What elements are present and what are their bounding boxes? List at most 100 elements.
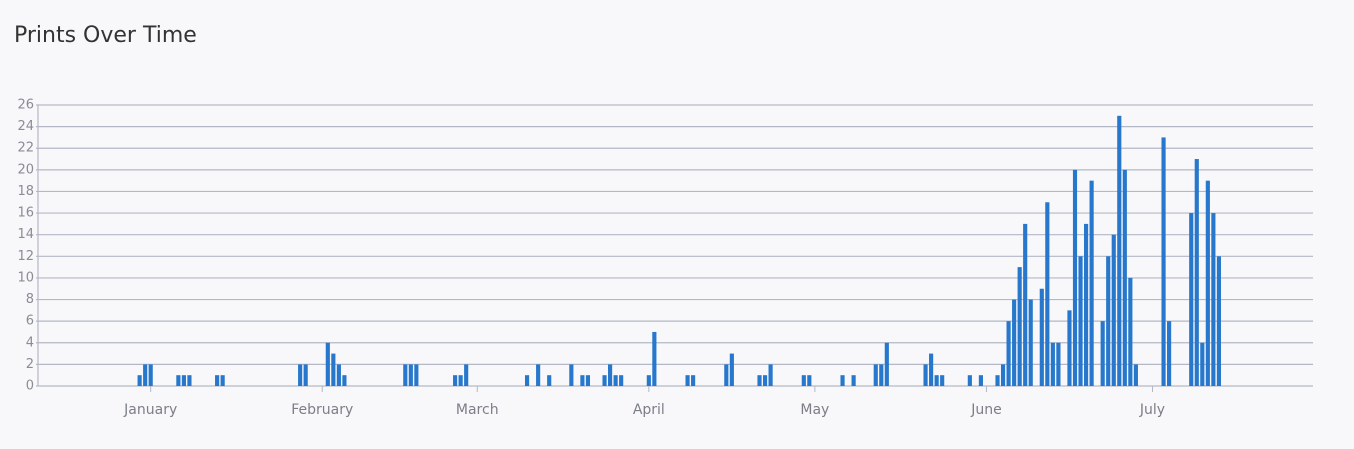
y-tick-label: 16: [17, 206, 34, 221]
bar: [1023, 223, 1028, 386]
bar: [176, 375, 181, 386]
bar: [934, 375, 939, 386]
bar: [1205, 180, 1210, 386]
x-tick-label: May: [800, 402, 829, 418]
bar: [729, 353, 734, 386]
bar: [967, 375, 972, 386]
bar: [1117, 115, 1122, 387]
bar: [602, 375, 607, 386]
bar: [1122, 169, 1127, 386]
bar: [1083, 223, 1089, 386]
bar: [1161, 137, 1166, 386]
bar: [619, 375, 624, 386]
y-tick-label: 2: [26, 357, 34, 372]
bar: [1039, 288, 1044, 386]
bar: [569, 364, 574, 386]
y-tick-label: 12: [17, 249, 34, 264]
bar: [1100, 321, 1105, 386]
x-tick-label: July: [1139, 402, 1165, 418]
bar: [403, 364, 408, 386]
bar: [1189, 213, 1194, 386]
bar: [580, 375, 585, 386]
bar: [1028, 299, 1033, 386]
bar: [768, 364, 773, 386]
bar: [524, 375, 530, 386]
y-tick-label: 20: [17, 162, 34, 177]
y-tick-label: 8: [26, 292, 34, 307]
bar: [1056, 342, 1061, 386]
bar: [646, 375, 651, 386]
bar: [840, 375, 845, 386]
bar: [181, 375, 186, 386]
bar: [137, 375, 142, 386]
bar: [1216, 256, 1221, 386]
bar: [298, 364, 303, 386]
bar: [408, 364, 413, 386]
bar: [1111, 234, 1116, 386]
bar: [148, 364, 153, 386]
bar: [1045, 202, 1050, 386]
bar: [1072, 169, 1078, 386]
bar: [757, 375, 762, 386]
bar: [879, 364, 884, 386]
bar: [1078, 256, 1083, 386]
bar: [978, 375, 983, 386]
bar: [536, 364, 541, 386]
bar: [325, 342, 330, 386]
bar: [1067, 310, 1072, 386]
y-tick-label: 4: [26, 335, 34, 350]
bar: [331, 353, 336, 386]
bar: [342, 375, 347, 386]
bar: [1106, 256, 1111, 386]
bar: [940, 375, 945, 386]
y-tick-label: 0: [26, 379, 34, 394]
bar: [585, 375, 591, 386]
y-tick-label: 10: [17, 270, 34, 285]
bar: [1133, 364, 1138, 386]
bar: [801, 375, 806, 386]
bar: [547, 375, 552, 386]
bar: [995, 375, 1000, 386]
bar: [762, 375, 768, 386]
x-tick-label: March: [456, 402, 499, 418]
chart-title: Prints Over Time: [14, 23, 197, 48]
bar: [652, 331, 657, 386]
y-tick-label: 24: [17, 119, 34, 134]
bar: [807, 375, 812, 386]
bar: [1012, 299, 1017, 386]
bar: [613, 375, 618, 386]
bar: [187, 375, 192, 386]
bar: [1017, 267, 1022, 386]
bar: [1006, 321, 1011, 386]
bar: [453, 375, 458, 386]
bar: [724, 364, 729, 386]
x-tick-label: June: [970, 402, 1002, 418]
bar: [1194, 159, 1199, 386]
bar: [1211, 213, 1216, 386]
y-tick-label: 18: [17, 184, 34, 199]
bar: [1167, 321, 1172, 386]
bar: [1200, 342, 1205, 386]
x-tick-label: February: [291, 402, 353, 418]
bar: [884, 342, 889, 386]
bar: [1050, 342, 1055, 386]
bar: [303, 364, 308, 386]
bar: [1000, 364, 1006, 386]
bar: [143, 364, 148, 386]
bar: [929, 353, 934, 386]
y-tick-label: 14: [17, 227, 34, 242]
x-tick-label: April: [633, 402, 665, 418]
bar: [215, 375, 220, 386]
bar: [923, 364, 928, 386]
bar: [458, 375, 463, 386]
bar: [608, 364, 613, 386]
bar: [464, 364, 469, 386]
y-tick-label: 6: [26, 314, 34, 329]
bar: [685, 375, 690, 386]
bar: [851, 375, 856, 386]
bar: [873, 364, 878, 386]
bar: [691, 375, 696, 386]
